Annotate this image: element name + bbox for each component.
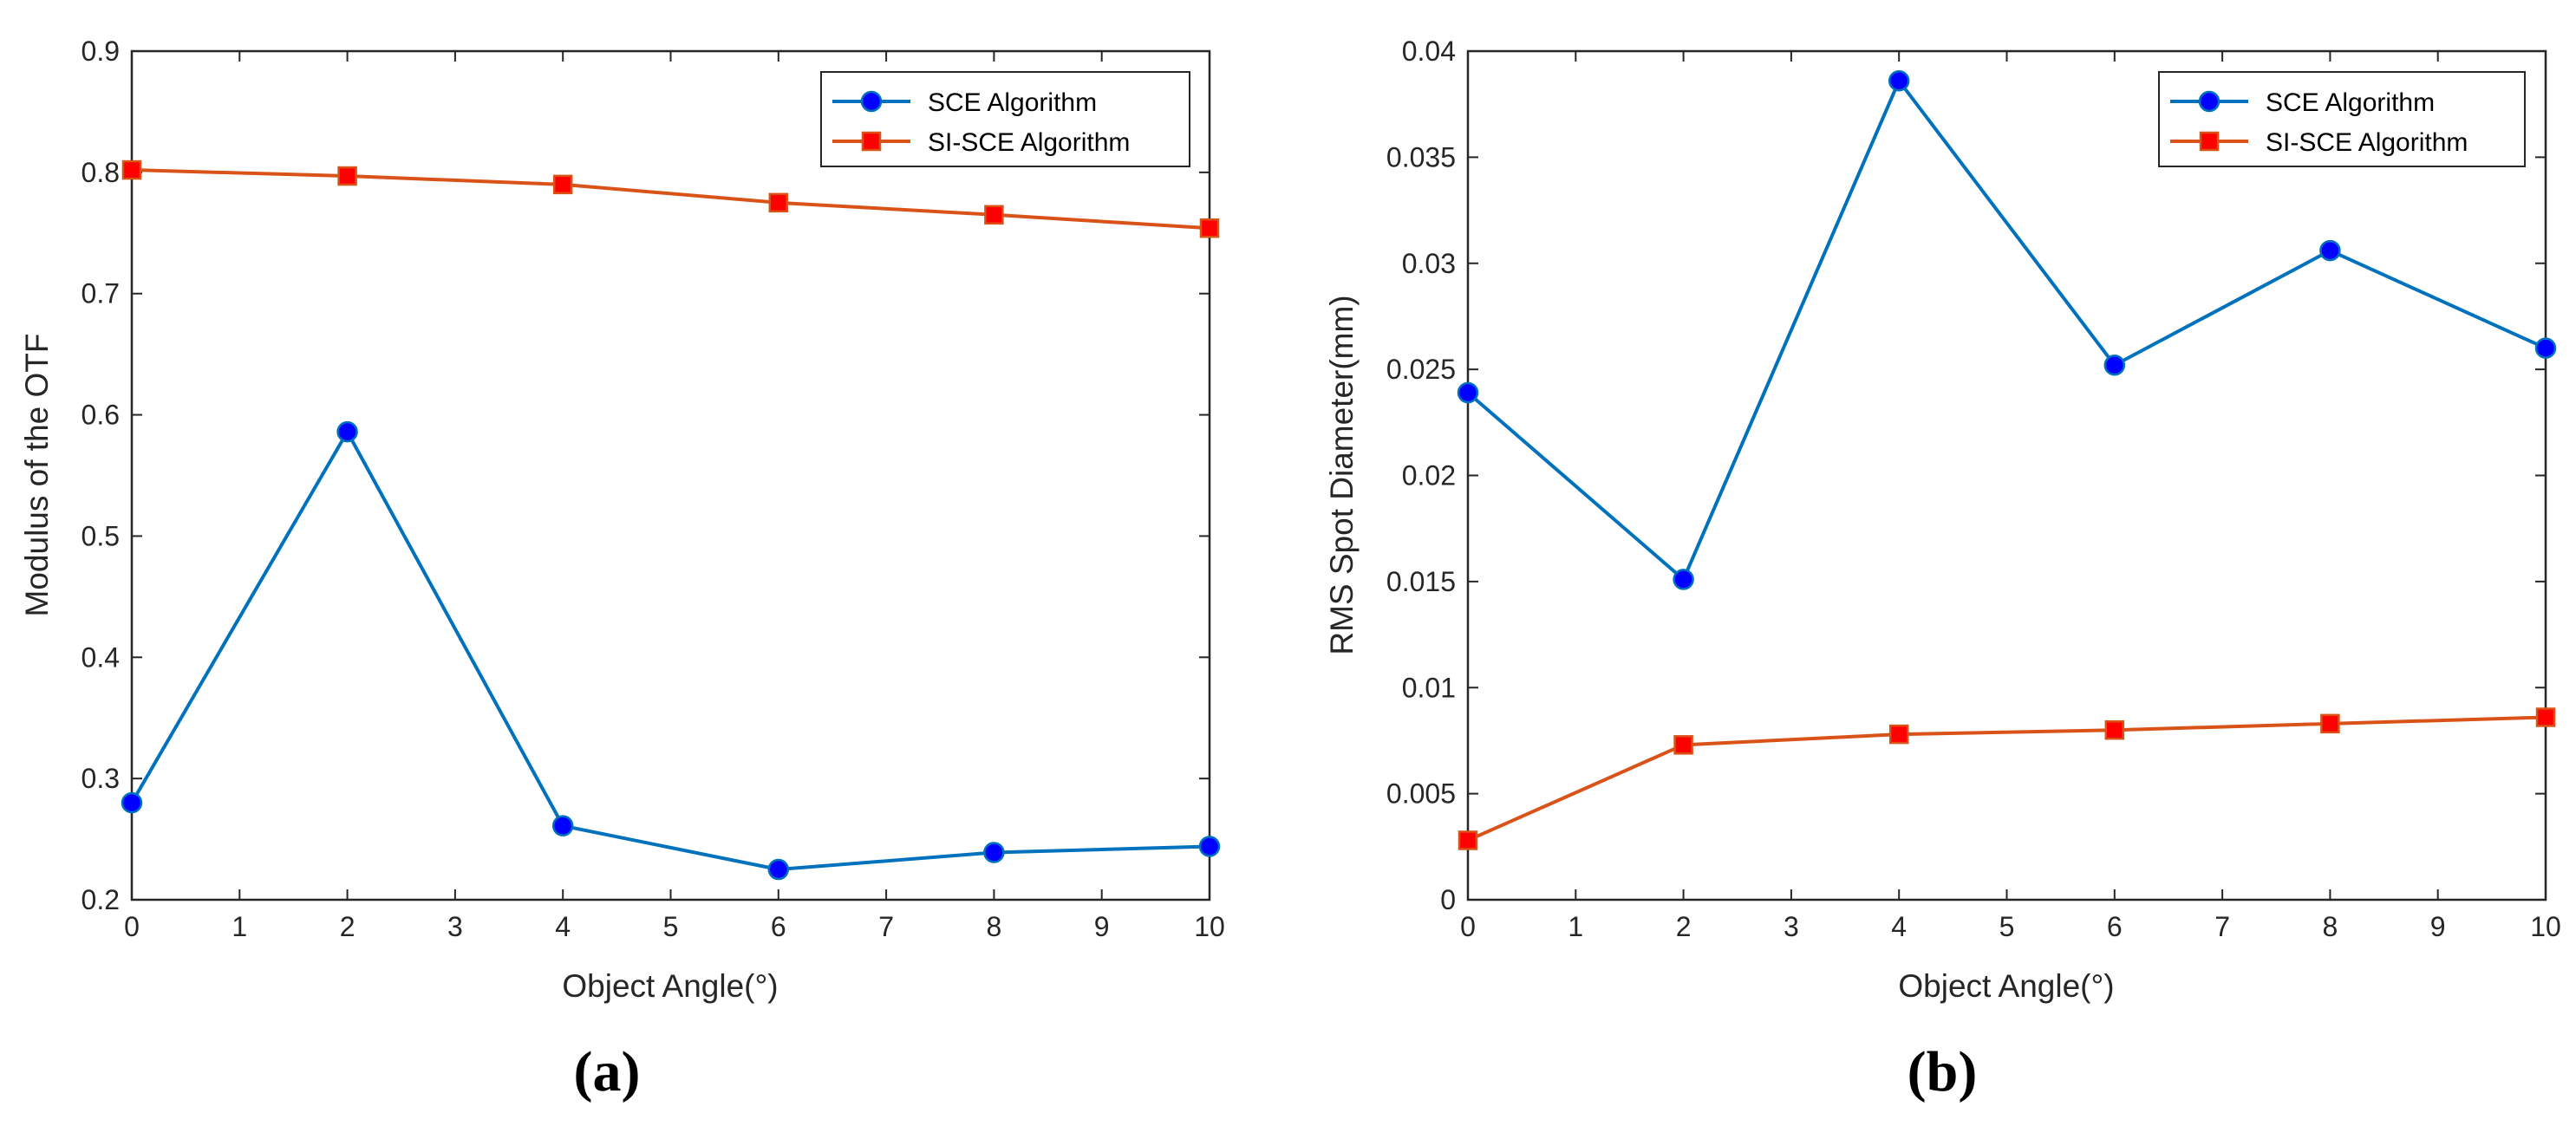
x-axis-label-a: Object Angle(°) <box>562 968 778 1004</box>
y-tick-label-a: 0.8 <box>82 157 120 188</box>
chart-b: 0 1 2 3 4 5 6 7 8 9 10 0 0.005 0.01 0.015 0.02 0.025 0.03… <box>1324 36 2561 1103</box>
x-ticks-b: 0 1 2 3 4 5 6 7 8 9 10 0 0.005 0.01 0.015 0.02 0.025 0.03… <box>1386 36 2561 942</box>
legend-box-a <box>820 71 1190 167</box>
x-tick-label-a: 5 <box>663 911 679 942</box>
y-tick-label-b: 0 <box>1440 884 1456 915</box>
point-sce-a <box>121 791 143 814</box>
panel-label-a: (a) <box>574 1040 641 1103</box>
point-sisce-b <box>2320 713 2340 734</box>
point-sisce-a <box>768 192 789 213</box>
x-tick-label-a: 10 <box>1194 911 1225 942</box>
legend-marker-sisce-b <box>2199 131 2220 152</box>
x-tick-label-a: 4 <box>555 911 571 942</box>
point-sce-a <box>767 858 790 881</box>
point-sisce-b <box>2535 707 2556 727</box>
point-sisce-b <box>1888 724 1909 745</box>
x-tick-label-b: 8 <box>2323 911 2338 942</box>
point-sce-a <box>983 842 1005 863</box>
y-axis-label-a: Modulus of the OTF <box>19 334 55 617</box>
x-tick-label-b: 5 <box>1999 911 2015 942</box>
x-tick-label-a: 0 <box>124 911 140 942</box>
legend-a: SCE Algorithm SI-SCE Algorithm <box>820 71 1190 167</box>
x-tick-label-b: 9 <box>2430 911 2446 942</box>
x-tick-label-a: 6 <box>771 911 786 942</box>
x-tick-label-b: 6 <box>2107 911 2123 942</box>
x-tick-label-b: 3 <box>1784 911 1799 942</box>
point-sce-b <box>2103 354 2126 376</box>
legend-marker-sce-b <box>2198 90 2221 113</box>
x-tick-label-b: 0 <box>1460 911 1476 942</box>
point-sisce-b <box>1458 830 1478 850</box>
series-line-sce-b <box>1466 77 2547 583</box>
series-line-sisce-b <box>1467 715 2547 843</box>
legend-box-b <box>2158 71 2526 167</box>
point-sisce-a <box>337 166 357 186</box>
y-tick-label-a: 0.4 <box>82 641 120 673</box>
x-tick-label-b: 4 <box>1891 911 1907 942</box>
plot-area-a <box>130 49 1211 901</box>
plot-area-b <box>1466 49 2547 901</box>
point-sce-a <box>1198 836 1221 857</box>
y-tick-label-b: 0.035 <box>1386 141 1456 172</box>
x-ticks-a: 0 1 2 3 4 5 6 7 8 9 10 0.2 0.3 0.4 0.5 0.6 0.7 0.8 0.9 <box>82 36 1225 942</box>
x-tick-label-a: 1 <box>232 911 247 942</box>
legend-label-sce-b: SCE Algorithm <box>2266 88 2435 117</box>
y-tick-label-a: 0.7 <box>82 278 120 309</box>
legend-b: SCE Algorithm SI-SCE Algorithm <box>2158 71 2526 167</box>
point-sce-b <box>1673 569 1694 590</box>
x-tick-label-a: 2 <box>340 911 355 942</box>
x-tick-label-b: 2 <box>1676 911 1692 942</box>
y-tick-label-b: 0.01 <box>1402 672 1456 703</box>
legend-label-sisce-a: SI-SCE Algorithm <box>928 128 1130 157</box>
series-line-sisce-a <box>131 168 1210 231</box>
point-sce-b <box>1888 70 1910 92</box>
x-tick-label-a: 3 <box>447 911 463 942</box>
x-tick-label-a: 9 <box>1094 911 1110 942</box>
x-axis-label-b: Object Angle(°) <box>1898 968 2114 1004</box>
point-sce-b <box>2534 337 2557 359</box>
x-tick-label-b: 7 <box>2214 911 2230 942</box>
series-b <box>1457 70 2557 850</box>
panel-label-b: (b) <box>1908 1040 1978 1103</box>
y-tick-label-b: 0.005 <box>1386 778 1456 810</box>
legend-label-sisce-b: SI-SCE Algorithm <box>2266 128 2468 157</box>
chart-a: 0 1 2 3 4 5 6 7 8 9 10 0.2 0.3 0.4 0.5 0.6 0.7 0.8 0.9 SCE… <box>19 36 1225 1103</box>
x-tick-label-a: 8 <box>987 911 1002 942</box>
point-sisce-a <box>121 159 142 180</box>
x-tick-label-a: 7 <box>878 911 894 942</box>
y-tick-label-a: 0.2 <box>82 884 120 915</box>
point-sce-b <box>2319 239 2341 262</box>
y-tick-label-a: 0.3 <box>82 763 120 794</box>
point-sisce-b <box>2104 719 2125 740</box>
series-a <box>121 159 1221 881</box>
point-sce-a <box>336 420 358 443</box>
legend-marker-sce-a <box>860 90 883 113</box>
point-sce-b <box>1457 381 1479 404</box>
y-tick-label-a: 0.5 <box>82 520 120 551</box>
point-sce-a <box>551 815 574 836</box>
point-sisce-b <box>1673 735 1693 755</box>
series-line-sce-a <box>130 428 1210 872</box>
legend-marker-sisce-a <box>861 131 882 152</box>
point-sisce-a <box>552 174 573 195</box>
x-tick-label-b: 10 <box>2530 911 2561 942</box>
point-sisce-a <box>984 205 1004 225</box>
y-axis-label-b: RMS Spot Diameter(mm) <box>1324 295 1360 654</box>
y-tick-label-b: 0.03 <box>1402 248 1456 279</box>
y-tick-label-b: 0.015 <box>1386 566 1456 597</box>
point-sisce-a <box>1199 218 1220 238</box>
y-tick-label-a: 0.6 <box>82 400 120 431</box>
y-tick-label-b: 0.02 <box>1402 460 1456 491</box>
legend-label-sce-a: SCE Algorithm <box>928 88 1097 117</box>
y-tick-label-b: 0.025 <box>1386 354 1456 385</box>
y-tick-label-b: 0.04 <box>1402 36 1456 67</box>
x-tick-label-b: 1 <box>1568 911 1583 942</box>
y-tick-label-a: 0.9 <box>82 36 120 67</box>
